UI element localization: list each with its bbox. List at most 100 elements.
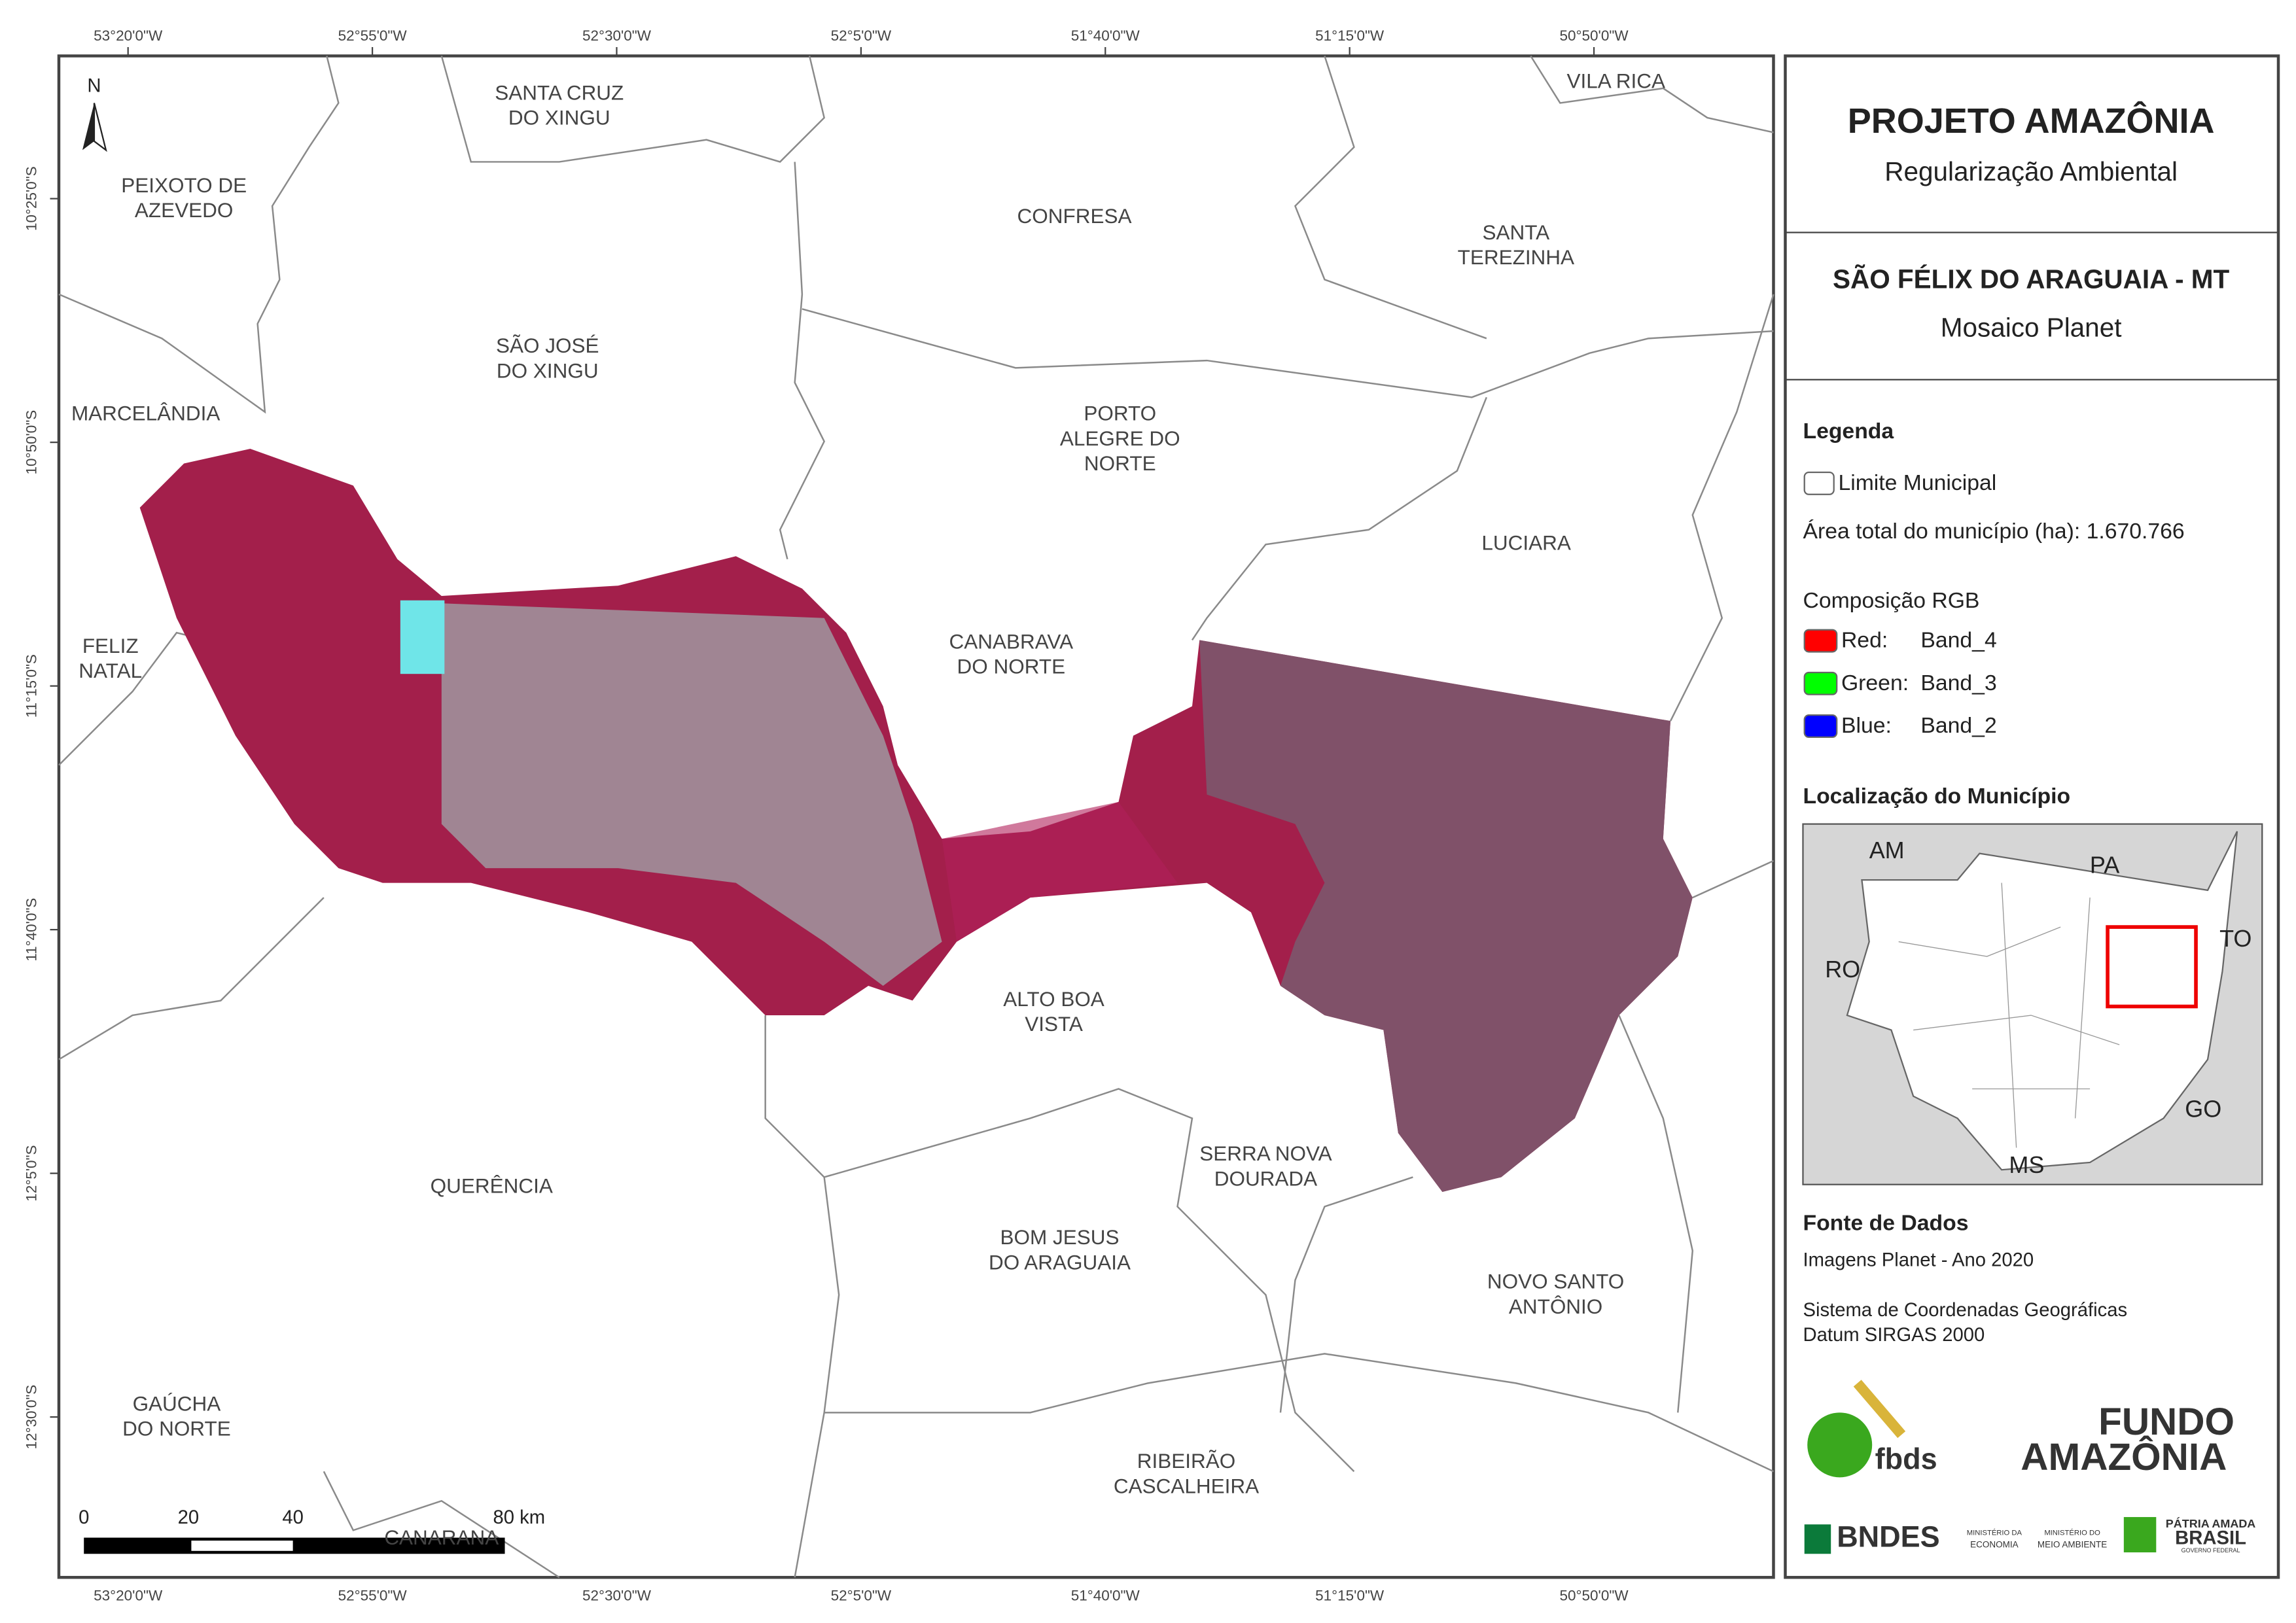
- municipality-label: CANARANA: [384, 1526, 499, 1549]
- x-coord-label: 52°5'0"W: [831, 27, 892, 44]
- bndes-text: BNDES: [1837, 1520, 1939, 1554]
- fundo-text: FUNDO: [2098, 1401, 2234, 1443]
- municipality-label: SERRA NOVA: [1199, 1142, 1332, 1165]
- state-label: MS: [2009, 1151, 2044, 1178]
- x-coord-label: 52°30'0"W: [582, 1587, 652, 1603]
- boundary: [764, 1015, 840, 1578]
- municipality-label: NORTE: [1084, 451, 1156, 475]
- boundary: [440, 56, 826, 163]
- boundary: [1692, 860, 1774, 899]
- boundary: [1669, 294, 1775, 722]
- municipality-label: AZEVEDO: [135, 198, 233, 222]
- bndes-mark: [1804, 1524, 1831, 1554]
- panel-border: [1784, 54, 2280, 1579]
- title: PROJETO AMAZÔNIA: [1848, 101, 2215, 141]
- image-center: [942, 801, 1178, 942]
- boundary: [1618, 1015, 1694, 1413]
- fundo-text: AMAZÔNIA: [2021, 1435, 2227, 1478]
- rgb-name: Band_2: [1920, 713, 1996, 738]
- brasil-text: PÁTRIA AMADA: [2166, 1516, 2256, 1530]
- inset-map: AM PA TO RO GO MS: [1802, 823, 2263, 1185]
- municipality-label: NOVO SANTO: [1487, 1270, 1624, 1293]
- inset-boundaries: [1898, 882, 2120, 1148]
- boundary: [824, 1353, 1775, 1473]
- source-heading: Fonte de Dados: [1803, 1210, 1968, 1235]
- municipality-label: CASCALHEIRA: [1114, 1474, 1259, 1497]
- municipality-label: GAÚCHA: [133, 1391, 221, 1415]
- municipality-label: LUCIARA: [1481, 531, 1570, 555]
- municipality-label: DO XINGU: [497, 358, 599, 382]
- municipality-label: PEIXOTO DE: [121, 173, 247, 197]
- scale-label: 80 km: [493, 1507, 546, 1528]
- fbds-bar: [1853, 1380, 1906, 1439]
- municipality-label: ALEGRE DO: [1060, 427, 1180, 450]
- x-coord-label: 53°20'0"W: [94, 27, 163, 44]
- boundary: [58, 56, 340, 414]
- scale-bar-segment: [191, 1541, 293, 1551]
- x-coord-label: 51°40'0"W: [1071, 1587, 1140, 1603]
- x-coord-label: 52°30'0"W: [582, 27, 652, 44]
- scale-label: 0: [79, 1507, 89, 1528]
- scale-label: 20: [178, 1507, 200, 1528]
- municipality-label: DO XINGU: [508, 106, 610, 130]
- source-line: Imagens Planet - Ano 2020: [1803, 1249, 2034, 1270]
- municipality-label: DO ARAGUAIA: [989, 1250, 1131, 1274]
- legend-swatch: [1803, 471, 1835, 495]
- x-coord-label: 50°50'0"W: [1560, 27, 1629, 44]
- x-coord-label: 51°40'0"W: [1071, 27, 1140, 44]
- x-coord-label: 51°15'0"W: [1315, 27, 1385, 44]
- y-coord-label: 11°15'0"S: [23, 654, 39, 718]
- rgb-swatch: [1803, 714, 1838, 739]
- image-patch: [400, 600, 445, 674]
- x-coord-label: 51°15'0"W: [1315, 1587, 1385, 1603]
- brasil-text: GOVERNO FEDERAL: [2181, 1547, 2240, 1554]
- rgb-swatch: [1803, 671, 1838, 695]
- y-coord-label: 11°40'0"S: [23, 898, 39, 962]
- state-label: AM: [1869, 837, 1905, 864]
- rgb-band: Green:: [1841, 671, 1909, 695]
- scale-bar: 0 20 40 80 km: [79, 1507, 545, 1554]
- x-coord-label: 53°20'0"W: [94, 1587, 163, 1603]
- ministry: MINISTÉRIO DA: [1967, 1529, 2022, 1537]
- fbds-text: fbds: [1875, 1442, 1937, 1475]
- municipality-label: QUERÊNCIA: [431, 1174, 553, 1198]
- source-line: Datum SIRGAS 2000: [1803, 1325, 1985, 1346]
- location-heading: Localização do Município: [1803, 784, 2070, 809]
- y-coord-label: 12°5'0"S: [23, 1145, 39, 1201]
- legend-heading: Legenda: [1803, 419, 1894, 444]
- municipality-label: VISTA: [1025, 1012, 1083, 1036]
- municipality-label: NATAL: [79, 659, 142, 682]
- scale-label: 40: [282, 1507, 304, 1528]
- municipality-label: FELIZ: [82, 634, 139, 657]
- municipality-label: CANABRAVA: [949, 629, 1074, 653]
- logos: fbds FUNDO AMAZÔNIA BNDES MINISTÉRIO DA …: [1804, 1380, 2256, 1554]
- brasil-text: BRASIL: [2175, 1528, 2246, 1549]
- municipality-label: DOURADA: [1214, 1166, 1317, 1190]
- state-label: GO: [2185, 1096, 2221, 1123]
- ministry: ECONOMIA: [1970, 1539, 2018, 1549]
- ministry: MEIO AMBIENTE: [2038, 1539, 2107, 1549]
- image-cleared: [441, 603, 942, 986]
- state-label: RO: [1825, 956, 1860, 983]
- municipality-label: DO NORTE: [122, 1417, 231, 1440]
- inset-highlight: [2106, 925, 2198, 1009]
- fbds-circle: [1807, 1412, 1873, 1478]
- scale-bar-body: [84, 1537, 505, 1554]
- municipality-label: RIBEIRÃO: [1137, 1449, 1235, 1473]
- boundary: [802, 308, 1774, 398]
- source-line: Sistema de Coordenadas Geográficas: [1803, 1300, 2127, 1321]
- x-coord-label: 52°55'0"W: [338, 1587, 408, 1603]
- boundary: [58, 897, 325, 1060]
- boundary: [824, 1088, 1355, 1473]
- boundary: [1294, 56, 1487, 340]
- municipality-label: PORTO: [1084, 402, 1156, 425]
- coordinate-labels: 53°20'0"W 53°20'0"W 52°55'0"W 52°55'0"W 52°3…: [23, 27, 1629, 1603]
- state-label: PA: [2090, 851, 2119, 878]
- boundary: [1279, 1176, 1413, 1413]
- municipal-boundaries: [58, 55, 1775, 1579]
- mato-grosso: [1846, 831, 2238, 1171]
- municipality-label: CONFRESA: [1017, 204, 1132, 228]
- subtitle: Regularização Ambiental: [1884, 156, 2178, 186]
